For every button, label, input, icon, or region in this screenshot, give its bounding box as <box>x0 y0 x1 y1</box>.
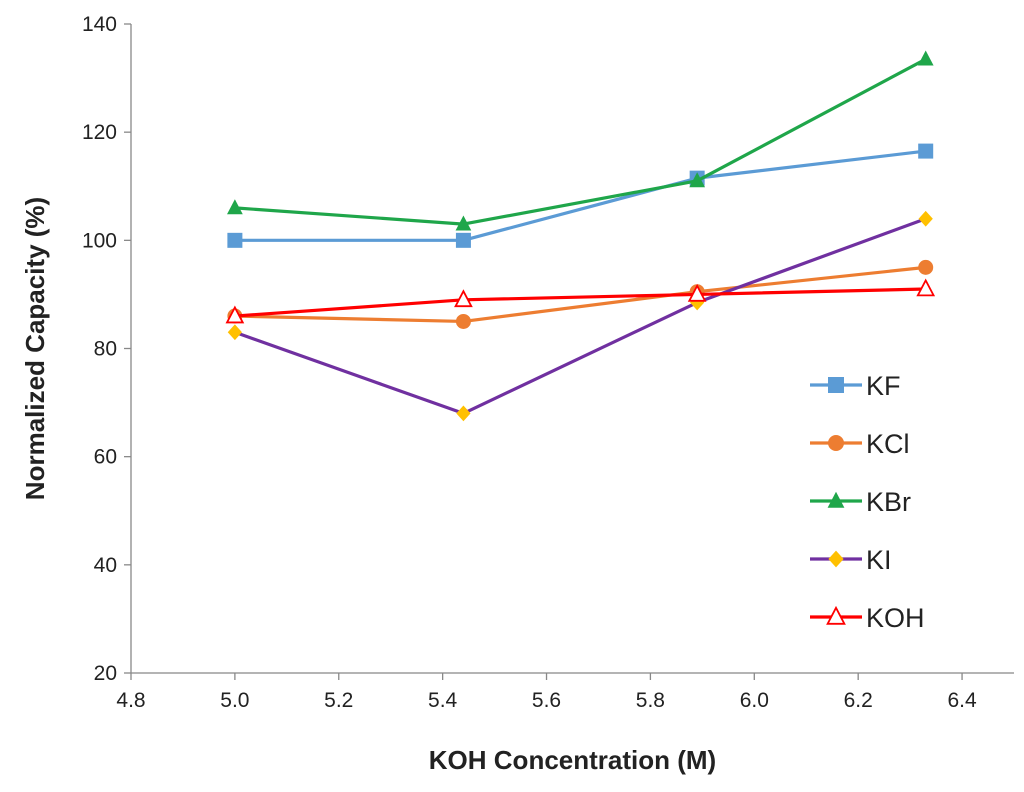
series-ki <box>227 210 933 422</box>
data-point-kbr <box>689 172 706 188</box>
legend-marker-koh <box>826 605 846 625</box>
series-line-kcl <box>234 265 926 324</box>
x-tick-label: 5.2 <box>324 689 353 712</box>
legend-label-ki: KI <box>866 545 892 575</box>
x-tick-label: 6.2 <box>844 689 873 712</box>
series-kbr <box>227 50 934 231</box>
x-tick-label: 5.0 <box>220 689 249 712</box>
x-tick-label: 5.6 <box>532 689 561 712</box>
legend-marker-kf <box>828 377 844 393</box>
data-point-kbr <box>917 50 934 66</box>
data-point-koh <box>916 278 936 297</box>
x-tick-label: 5.4 <box>428 689 458 712</box>
y-axis-title: Normalized Capacity (%) <box>20 197 50 500</box>
data-point-kcl <box>455 313 471 329</box>
series-layer <box>225 50 936 422</box>
y-tick-label: 60 <box>94 446 117 469</box>
series-line-koh <box>234 287 926 318</box>
legend-label-kf: KF <box>866 371 901 401</box>
data-point-kf <box>918 143 934 159</box>
data-point-kf <box>227 232 243 248</box>
legend: KF KCl KBr KI KOH <box>810 371 925 633</box>
y-tick-label: 140 <box>82 13 117 36</box>
series-koh <box>225 278 936 324</box>
series-kcl <box>227 259 934 329</box>
data-point-kbr <box>227 199 243 215</box>
y-tick-labels: 20 40 60 80 100 120 140 <box>82 13 117 685</box>
data-point-ki <box>918 210 933 227</box>
legend-marker-ki <box>828 550 844 568</box>
series-line-ki <box>234 217 927 415</box>
data-point-koh <box>225 305 245 324</box>
x-tick-label: 4.8 <box>116 689 145 712</box>
y-tick-label: 20 <box>94 662 117 685</box>
legend-item-kf: KF <box>810 371 901 401</box>
y-tick-label: 100 <box>82 229 117 252</box>
data-point-kcl <box>918 259 934 275</box>
series-kf <box>227 143 934 248</box>
y-tick-label: 120 <box>82 121 117 144</box>
data-point-ki <box>227 324 243 341</box>
data-point-koh <box>454 289 473 308</box>
x-tick-label: 6.0 <box>740 689 769 712</box>
x-tick-label: 6.4 <box>947 689 977 712</box>
legend-marker-kbr <box>827 491 845 508</box>
x-tick-labels: 4.8 5.0 5.2 5.4 5.6 5.8 6.0 6.2 6.4 <box>116 689 977 712</box>
y-tick-label: 40 <box>94 554 117 577</box>
x-tick-label: 5.8 <box>636 689 665 712</box>
axes <box>124 23 1014 680</box>
legend-label-kcl: KCl <box>866 429 910 459</box>
series-line-kf <box>234 149 926 242</box>
legend-item-kbr: KBr <box>810 487 911 517</box>
legend-label-kbr: KBr <box>866 487 911 517</box>
data-point-ki <box>456 405 471 422</box>
x-axis-title: KOH Concentration (M) <box>429 745 716 775</box>
y-tick-label: 80 <box>94 338 117 361</box>
data-point-kbr <box>455 215 472 231</box>
data-point-koh <box>687 283 707 302</box>
legend-item-koh: KOH <box>810 603 925 633</box>
legend-marker-kcl <box>828 435 844 451</box>
legend-label-koh: KOH <box>866 603 925 633</box>
legend-item-ki: KI <box>810 545 892 575</box>
data-point-kf <box>455 232 471 248</box>
series-line-kbr <box>234 57 927 226</box>
legend-item-kcl: KCl <box>810 429 910 459</box>
